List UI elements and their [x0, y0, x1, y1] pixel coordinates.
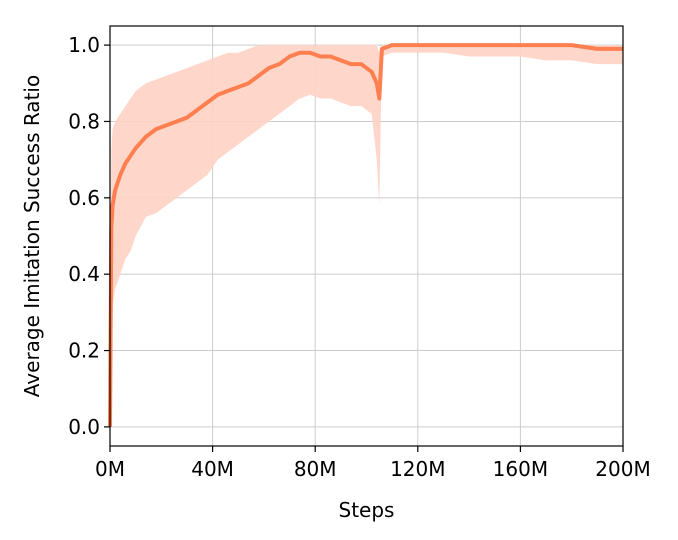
plot-frame: [109, 25, 624, 447]
x-axis-label: Steps: [339, 498, 395, 522]
x-tick-label: 120M: [390, 457, 445, 481]
y-axis-label: Average Imitation Success Ratio: [20, 75, 44, 397]
x-tick-label: 40M: [191, 457, 234, 481]
x-tick-label: 160M: [493, 457, 548, 481]
x-tick-label: 80M: [294, 457, 337, 481]
y-tick-label: 0.6: [68, 186, 100, 210]
y-tick-label: 1.0: [68, 33, 100, 57]
x-tick-label: 200M: [595, 457, 650, 481]
y-tick-label: 0.8: [68, 109, 100, 133]
std-band: [110, 45, 623, 427]
x-tick-label: 0M: [95, 457, 125, 481]
axis-ticks: 0M 40M 80M 120M 160M 200M 0.0 0.2 0.4 0.6 0.8 1.0: [68, 33, 651, 481]
y-tick-label: 0.2: [68, 339, 100, 363]
y-tick-label: 0.4: [68, 262, 100, 286]
series-line: [108, 43, 623, 427]
y-tick-label: 0.0: [68, 415, 100, 439]
